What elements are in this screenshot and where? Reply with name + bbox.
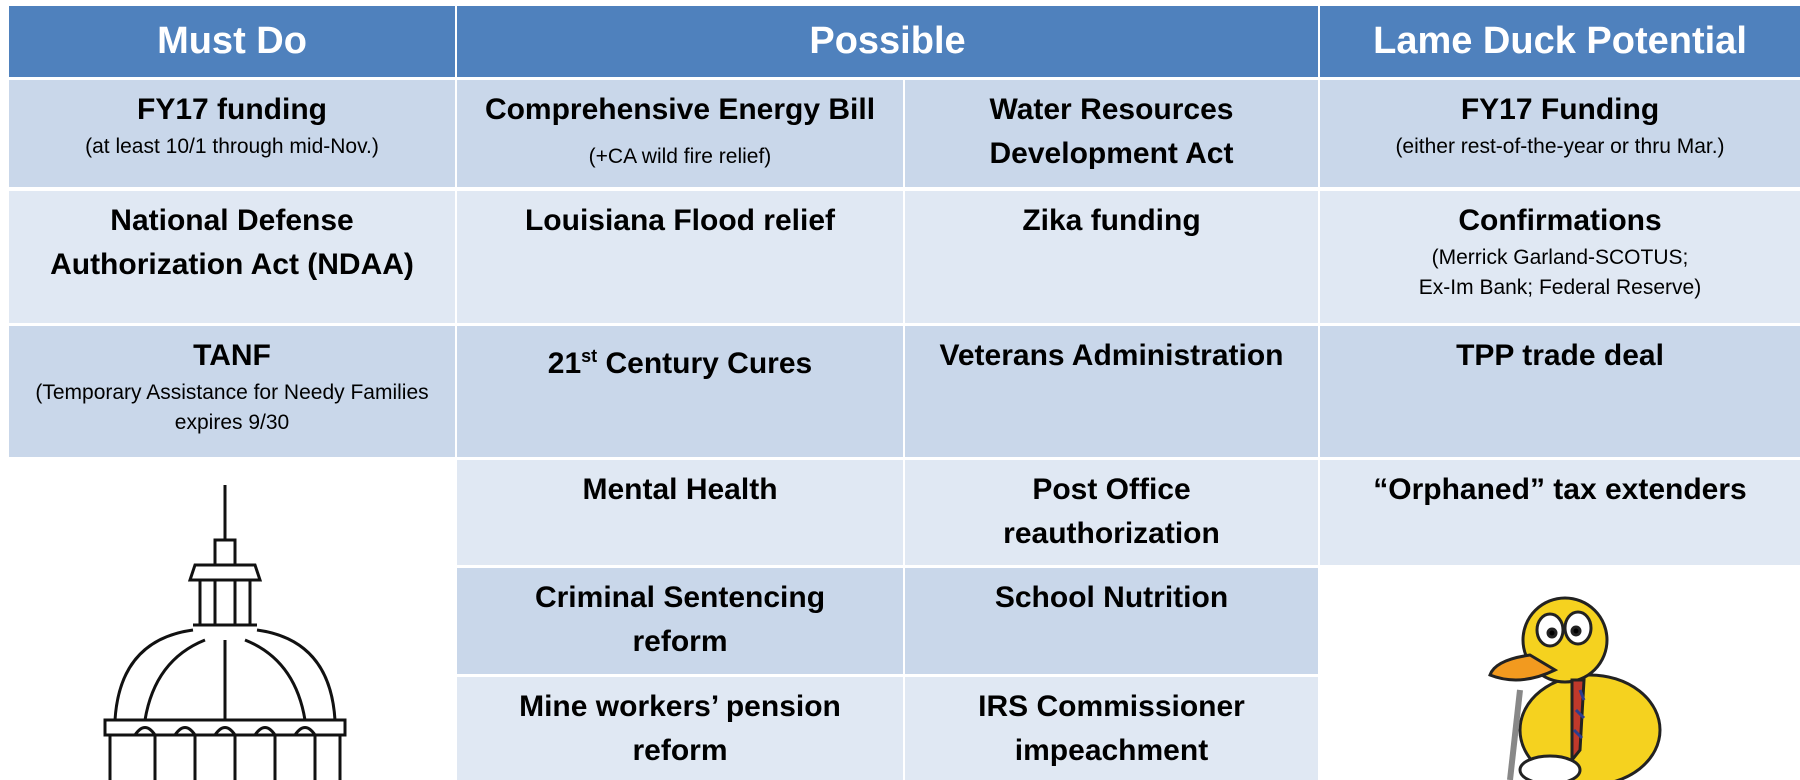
cell-title: Water Resources Development Act [917,88,1306,176]
cell: National Defense Authorization Act (NDAA… [9,191,455,323]
cell-title: School Nutrition [917,576,1306,620]
cell-note: (Temporary Assistance for Needy Families… [21,378,443,438]
cell-title: Confirmations [1332,199,1788,243]
cell: 21st Century Cures [457,326,903,457]
cell: “Orphaned” tax extenders [1320,460,1800,565]
cell-note: (at least 10/1 through mid-Nov.) [21,132,443,162]
header-text: Lame Duck Potential [1373,20,1747,63]
cell-title: Post Office reauthorization [965,468,1258,556]
cell: Veterans Administration [905,326,1318,457]
cell: Zika funding [905,191,1318,323]
cell-title: Mine workers’ pension reform [497,685,863,773]
cell-title: Comprehensive Energy Bill [485,93,875,126]
cell-title: FY17 Funding [1332,88,1788,132]
cell-title: Criminal Sentencing reform [497,576,863,664]
page: Must Do Possible Lame Duck Potential FY1… [0,0,1800,780]
cell-title: TANF [21,334,443,378]
cell-title: Zika funding [917,199,1306,243]
cell-note: (either rest-of-the-year or thru Mar.) [1332,132,1788,162]
header-text: Possible [809,20,965,63]
cell: FY17 Funding (either rest-of-the-year or… [1320,80,1800,187]
cell: Water Resources Development Act [905,80,1318,187]
cell: TANF (Temporary Assistance for Needy Fam… [9,326,455,457]
cell-title: “Orphaned” tax extenders [1332,468,1788,512]
cell: School Nutrition [905,568,1318,674]
cell-title: FY17 funding [21,88,443,132]
cell: TPP trade deal [1320,326,1800,457]
cell: Criminal Sentencing reform [457,568,903,674]
cell-title: Veterans Administration [917,334,1306,378]
cell: Mine workers’ pension reform [457,677,903,780]
cell: IRS Commissioner impeachment [905,677,1318,780]
cell-title: Louisiana Flood relief [469,199,891,243]
cell: FY17 funding (at least 10/1 through mid-… [9,80,455,187]
cell-title: TPP trade deal [1332,334,1788,378]
duck-illustration [1480,580,1700,780]
header-cell: Lame Duck Potential [1320,6,1800,77]
cell-title: National Defense Authorization Act (NDAA… [21,199,443,287]
header-cell: Must Do [9,6,455,77]
capitol-illustration [75,480,375,780]
cell-title: Century Cures [606,347,813,380]
cell-title: 21 [548,347,581,380]
cell-note: Ex-Im Bank; Federal Reserve) [1332,273,1788,303]
cell: Louisiana Flood relief [457,191,903,323]
superscript: st [581,346,597,366]
cell: Post Office reauthorization [905,460,1318,565]
cell-note: (Merrick Garland-SCOTUS; [1332,243,1788,273]
cell: Confirmations (Merrick Garland-SCOTUS; E… [1320,191,1800,323]
cell: Mental Health [457,460,903,565]
cell-title: Mental Health [469,468,891,512]
cell-title: IRS Commissioner impeachment [955,685,1268,773]
cell: Comprehensive Energy Bill (+CA wild fire… [457,80,903,187]
cell-note: (+CA wild fire relief) [589,145,772,168]
header-text: Must Do [157,20,307,63]
header-cell: Possible [457,6,1318,77]
